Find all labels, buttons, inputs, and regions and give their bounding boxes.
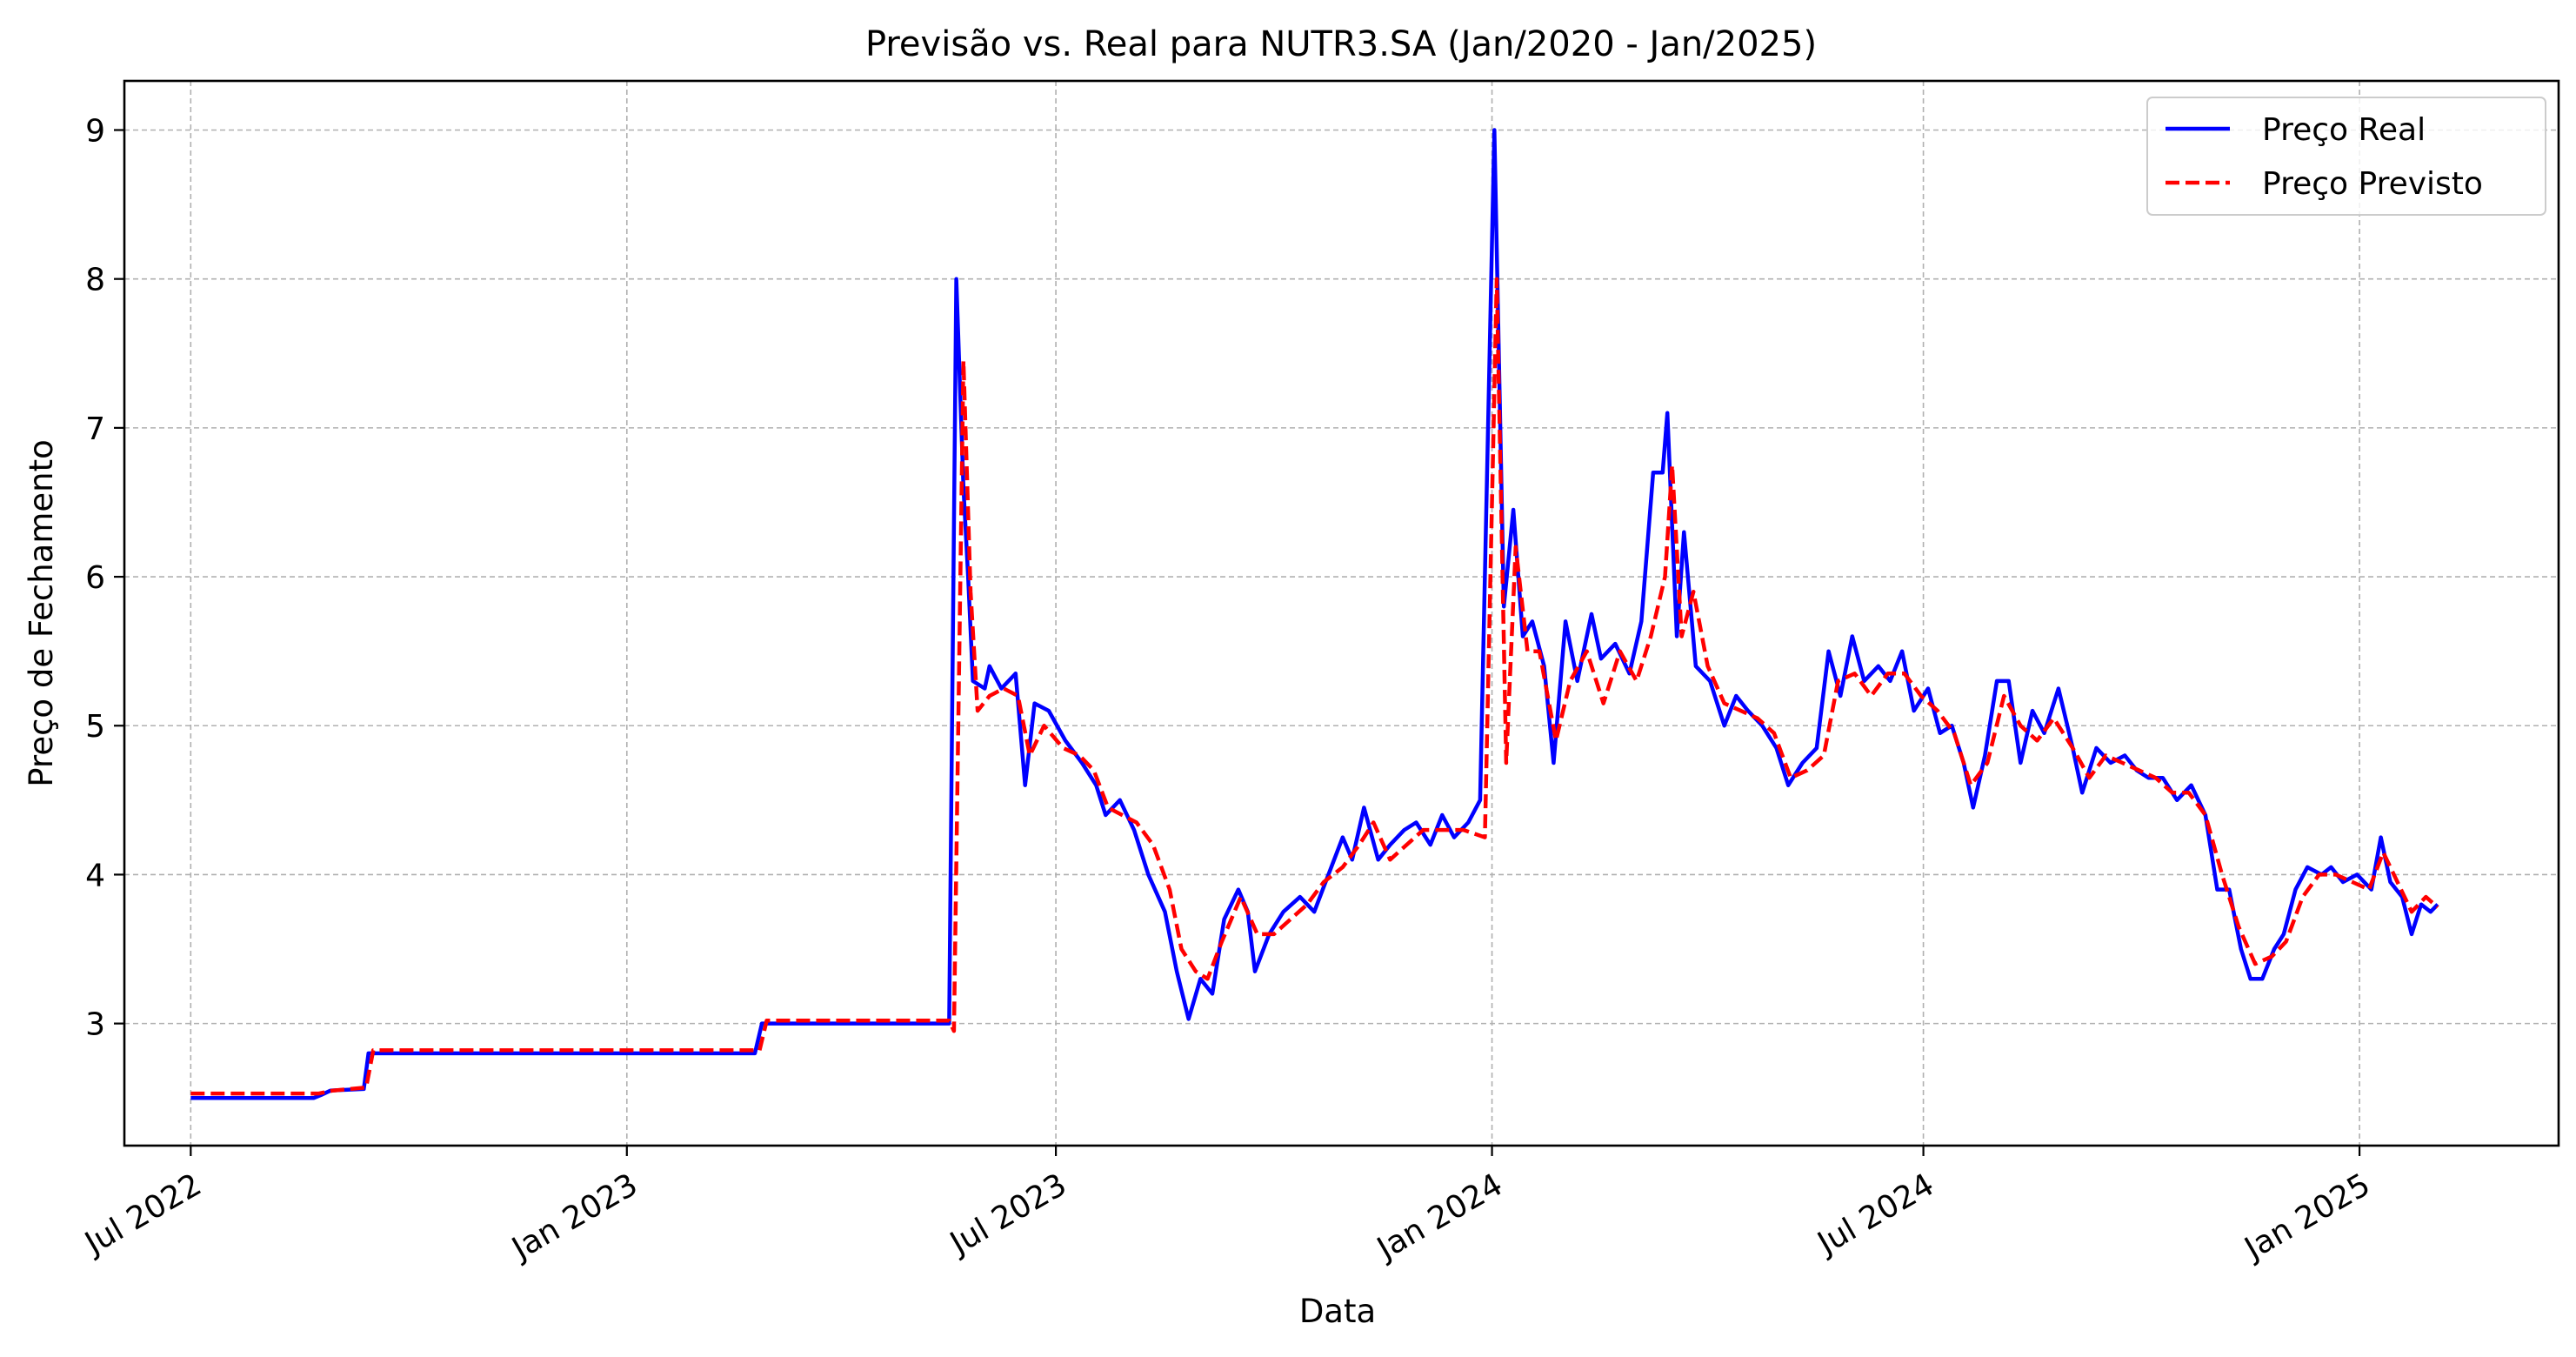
y-tick-label: 6 (85, 560, 105, 596)
y-tick-label: 7 (85, 411, 105, 447)
x-axis-label: Data (1299, 1293, 1376, 1330)
y-tick-label: 5 (85, 709, 105, 745)
series-layer (190, 128, 2439, 1100)
legend-label-predicted: Preço Previsto (2262, 166, 2483, 202)
legend-box (2146, 97, 2546, 216)
y-tick-label: 3 (85, 1007, 105, 1043)
plot-frame (123, 79, 2560, 1147)
series-line-real (190, 128, 2439, 1100)
y-tick-label: 9 (85, 113, 105, 149)
y-tick-label: 8 (85, 263, 105, 298)
y-axis-label: Preço de Fechamento (23, 439, 60, 786)
y-tick-label: 4 (85, 858, 105, 893)
legend-label-real: Preço Real (2262, 112, 2426, 148)
series-line-predicted (190, 277, 2439, 1096)
legend: Preço Real Preço Previsto (2146, 97, 2546, 216)
chart-title: Previsão vs. Real para NUTR3.SA (Jan/202… (865, 24, 1817, 64)
